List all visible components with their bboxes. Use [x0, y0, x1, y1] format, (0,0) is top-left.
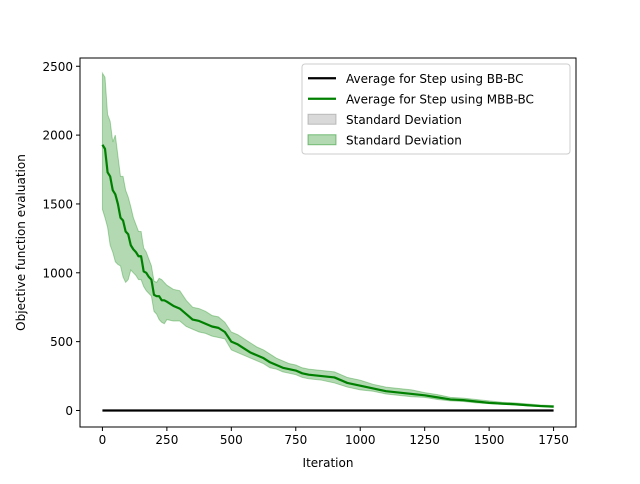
legend-entry-label: Standard Deviation	[346, 133, 462, 147]
y-axis-label: Objective function evaluation	[14, 154, 28, 331]
y-tick-label: 500	[50, 335, 73, 349]
series-line-2	[101, 144, 554, 408]
axes-frame	[79, 57, 577, 428]
std-band-2	[101, 71, 555, 408]
legend-entry-label: Average for Step using BB-BC	[346, 72, 524, 86]
legend-entry-label: Standard Deviation	[346, 113, 462, 127]
x-tick-label: 750	[284, 433, 307, 447]
legend: Average for Step using BB-BC Average for …	[301, 63, 571, 155]
x-tick-label: 1250	[409, 433, 440, 447]
plot-area: 0 250 500 750 1000 1250 1500 1750 0 500 1000 1500 20…	[42, 57, 577, 447]
y-tick-label: 0	[65, 404, 73, 418]
x-tick-label: 1750	[538, 433, 569, 447]
legend-band-swatch	[307, 113, 337, 125]
x-tick-label: 500	[220, 433, 243, 447]
y-tick-label: 1500	[42, 197, 73, 211]
y-tick-label: 1000	[42, 266, 73, 280]
y-tick-label: 2500	[42, 60, 73, 74]
x-tick-label: 1000	[345, 433, 376, 447]
x-axis-label: Iteration	[303, 456, 354, 470]
x-tick-label: 0	[99, 433, 107, 447]
legend-band-swatch	[307, 134, 337, 146]
y-tick-label: 2000	[42, 129, 73, 143]
legend-box	[301, 63, 571, 155]
x-tick-label: 1500	[474, 433, 505, 447]
legend-entry-label: Average for Step using MBB-BC	[346, 92, 534, 106]
x-tick-label: 250	[155, 433, 178, 447]
